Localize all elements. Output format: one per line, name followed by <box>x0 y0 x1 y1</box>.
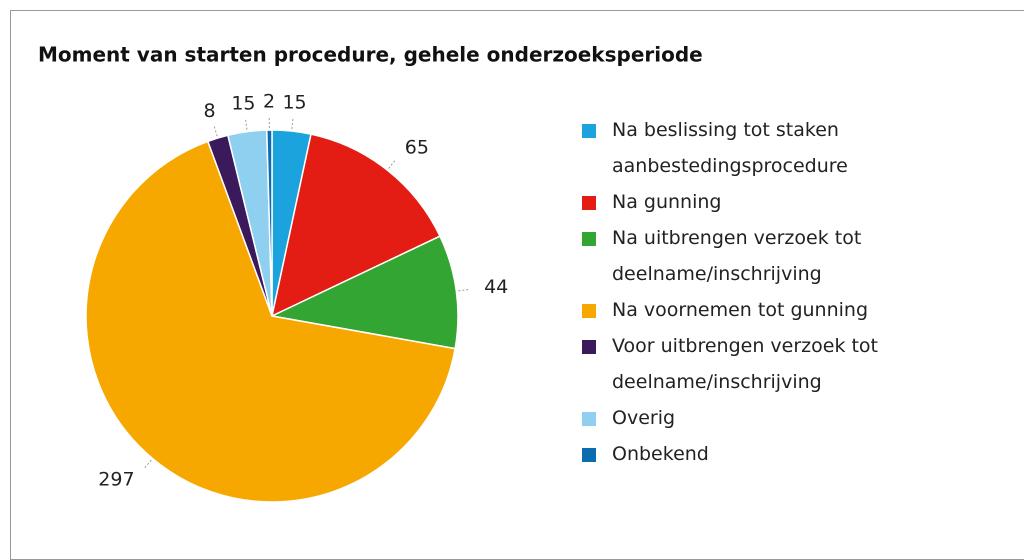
chart-title: Moment van starten procedure, gehele ond… <box>38 43 703 67</box>
leader-line <box>292 117 293 129</box>
data-label: 297 <box>98 469 134 491</box>
legend-item: Na uitbrengen verzoek tot deelname/insch… <box>582 220 922 292</box>
legend-label: Na gunning <box>612 191 721 213</box>
data-label: 8 <box>204 100 216 122</box>
legend-item: Overig <box>582 400 922 436</box>
leader-line <box>245 118 247 130</box>
leader-line <box>144 460 152 469</box>
legend: Na beslissing tot staken aanbestedingspr… <box>582 112 922 472</box>
legend-item: Onbekend <box>582 436 922 472</box>
data-label: 65 <box>405 137 429 159</box>
legend-swatch <box>582 304 596 318</box>
legend-item: Na gunning <box>582 184 922 220</box>
leader-line <box>458 289 470 291</box>
legend-swatch <box>582 124 596 138</box>
legend-item: Na voornemen tot gunning <box>582 292 922 328</box>
legend-label: Onbekend <box>612 443 709 465</box>
data-label: 44 <box>484 276 508 298</box>
legend-label: Na uitbrengen verzoek tot deelname/insch… <box>612 227 861 285</box>
legend-label: Voor uitbrengen verzoek tot deelname/ins… <box>612 335 878 393</box>
legend-swatch <box>582 196 596 210</box>
legend-swatch <box>582 340 596 354</box>
legend-label: Na beslissing tot staken aanbestedingspr… <box>612 119 848 177</box>
legend-swatch <box>582 232 596 246</box>
data-label: 15 <box>282 92 306 114</box>
leader-line <box>389 159 396 168</box>
legend-label: Na voornemen tot gunning <box>612 299 868 321</box>
legend-label: Overig <box>612 407 675 429</box>
data-label: 2 <box>263 91 275 113</box>
legend-swatch <box>582 412 596 426</box>
data-label: 15 <box>231 92 255 114</box>
legend-swatch <box>582 448 596 462</box>
legend-item: Voor uitbrengen verzoek tot deelname/ins… <box>582 328 922 400</box>
leader-line <box>214 125 217 136</box>
legend-item: Na beslissing tot staken aanbestedingspr… <box>582 112 922 184</box>
